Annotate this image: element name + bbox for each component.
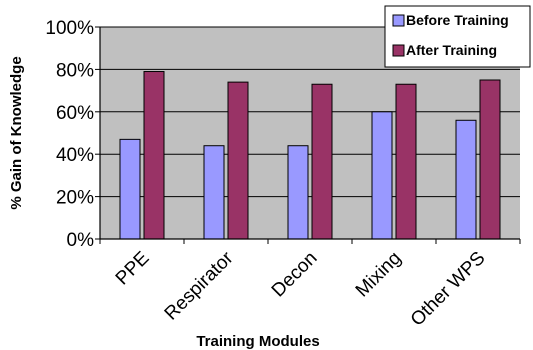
y-tick-label: 40% bbox=[56, 145, 94, 166]
bar-before-training-ppe bbox=[119, 138, 141, 240]
legend-swatch-before-training bbox=[392, 14, 405, 27]
bar-after-training-decon bbox=[311, 83, 333, 240]
x-tick-label: PPE bbox=[112, 248, 154, 290]
legend-label-before-training: Before Training bbox=[406, 12, 509, 28]
legend-box bbox=[384, 5, 531, 68]
y-axis-ticks: 0% 20% 40% 60% 80% 100% bbox=[45, 18, 100, 251]
legend-label-after-training: After Training bbox=[406, 42, 497, 58]
bar-after-training-respirator bbox=[227, 81, 249, 240]
y-axis-title: % Gain of Knowledge bbox=[8, 56, 25, 209]
y-tick-label: 100% bbox=[45, 18, 94, 39]
y-tick-label: 60% bbox=[56, 103, 94, 124]
bar-before-training-respirator bbox=[203, 145, 225, 240]
x-axis-title: Training Modules bbox=[196, 333, 319, 350]
x-tick-label: Other WPS bbox=[407, 248, 490, 331]
bar-before-training-mixing bbox=[371, 111, 393, 240]
bar-after-training-mixing bbox=[395, 83, 417, 240]
x-tick-label: Mixing bbox=[352, 248, 406, 302]
legend: Before Training After Training bbox=[384, 5, 531, 68]
y-tick-label: 0% bbox=[67, 230, 95, 251]
bar-before-training-other-wps bbox=[455, 119, 477, 240]
x-tick-label: Respirator bbox=[161, 247, 238, 324]
gridlines bbox=[100, 26, 520, 198]
y-tick-label: 80% bbox=[56, 60, 94, 81]
bar-before-training-decon bbox=[287, 145, 309, 240]
bar-after-training-ppe bbox=[143, 71, 165, 240]
bar-after-training-other-wps bbox=[479, 79, 501, 240]
x-axis-ticks: PPE Respirator Decon Mixing Other WPS bbox=[99, 239, 521, 331]
legend-swatch-after-training bbox=[392, 44, 405, 57]
y-tick-label: 20% bbox=[56, 188, 94, 209]
x-tick-label: Decon bbox=[268, 248, 322, 302]
